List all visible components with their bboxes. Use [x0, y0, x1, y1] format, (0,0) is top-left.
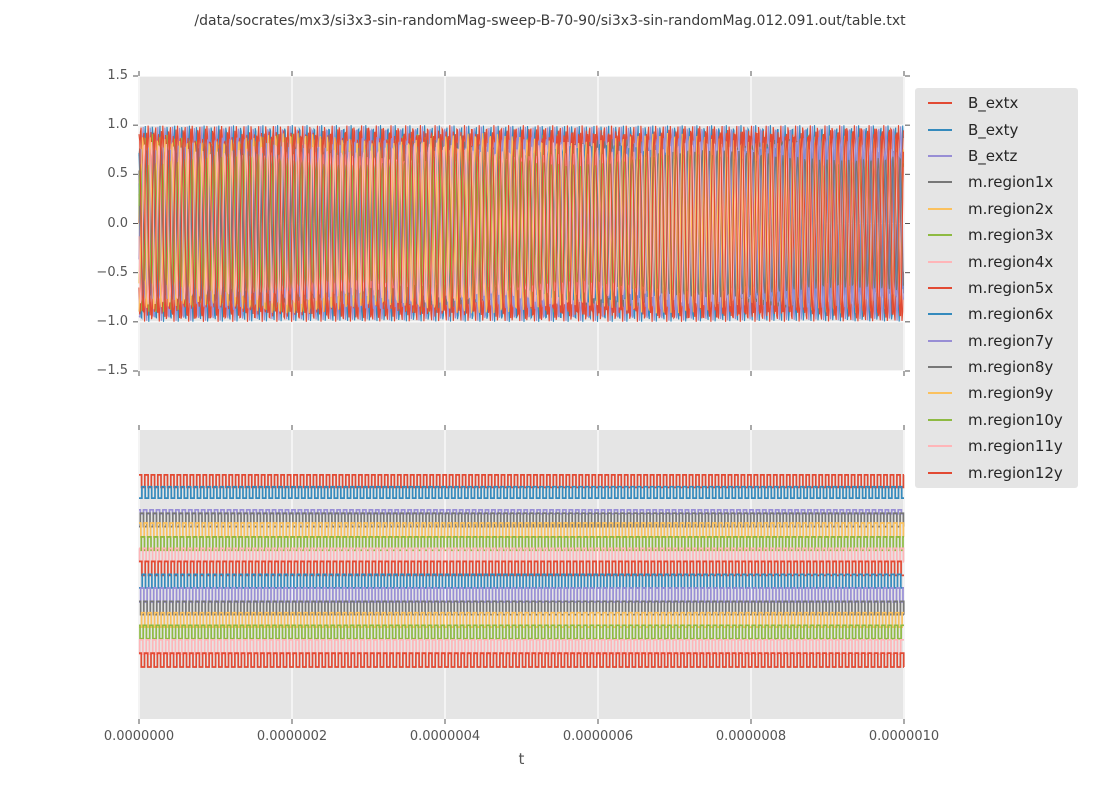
x-tick-label: 0.0000010 [868, 729, 940, 744]
legend-line-swatch [928, 392, 952, 395]
legend-entry: m.region6x [915, 301, 1078, 327]
x-tick-label: 0.0000008 [715, 729, 787, 744]
square-series-line-B_exty [139, 485, 904, 499]
legend-entry: m.region8y [915, 354, 1078, 380]
legend-label: m.region6x [968, 305, 1054, 324]
series-line-m.region7y [138, 136, 904, 311]
square-series-line-m.region9y [139, 611, 904, 628]
series-line-m.region12y [138, 128, 904, 319]
y-tick-label: 0.5 [107, 166, 128, 182]
legend-label: B_exty [968, 120, 1019, 139]
square-series-line-m.region2x [139, 522, 905, 538]
legend-entry: m.region2x [915, 196, 1078, 222]
legend-line-swatch [928, 418, 952, 421]
x-axis-label: t [518, 750, 525, 768]
legend-label: B_extz [968, 146, 1018, 165]
y-tick-label: −1.0 [96, 313, 128, 329]
figure-title: /data/socrates/mx3/si3x3-sin-randomMag-s… [194, 13, 906, 29]
square-series-line-m.region12y [139, 652, 905, 668]
legend-entry: m.region9y [915, 380, 1078, 406]
legend-entry: m.region7y [915, 328, 1078, 354]
legend-label: m.region1x [968, 173, 1054, 192]
legend-line-swatch [928, 445, 952, 448]
x-tick-label: 0.0000000 [103, 729, 175, 744]
x-tick-label: 0.0000004 [409, 729, 481, 744]
legend-entry: B_extx [915, 90, 1078, 116]
legend-entry: m.region4x [915, 248, 1078, 274]
square-series-line-m.region11y [138, 638, 904, 656]
legend-line-swatch [928, 339, 952, 342]
legend-label: m.region7y [968, 331, 1054, 350]
legend-line-swatch [928, 102, 952, 105]
legend-entry: m.region10y [915, 407, 1078, 433]
legend-label: B_extx [968, 94, 1019, 113]
legend-line-swatch [928, 313, 952, 316]
square-series-line-m.region5x [139, 560, 904, 577]
legend-line-swatch [928, 128, 952, 131]
legend-label: m.region3x [968, 226, 1054, 245]
legend-label: m.region8y [968, 358, 1054, 377]
y-tick-label: 1.0 [107, 117, 128, 133]
legend-label: m.region2x [968, 199, 1054, 218]
legend-line-swatch [928, 471, 952, 474]
square-series-line-m.region4x [138, 547, 905, 563]
y-tick-label: 1.5 [107, 68, 128, 83]
legend-entry: B_extz [915, 143, 1078, 169]
square-series-line-m.region10y [139, 624, 904, 640]
legend-entry: m.region12y [915, 459, 1078, 485]
legend-entry: m.region3x [915, 222, 1078, 248]
legend-line-swatch [928, 260, 952, 263]
legend-label: m.region11y [968, 437, 1063, 456]
y-tick-label: −1.5 [96, 363, 128, 378]
legend-line-swatch [928, 234, 952, 237]
legend-label: m.region9y [968, 384, 1054, 403]
legend-label: m.region12y [968, 463, 1063, 482]
legend-box: B_extx B_exty B_extz m.region1x m.region2x m.… [915, 88, 1078, 488]
legend-entry: m.region11y [915, 433, 1078, 459]
x-tick-label: 0.0000006 [562, 729, 634, 744]
y-tick-label: −0.5 [96, 264, 128, 280]
legend-line-swatch [928, 207, 952, 210]
legend-entry: m.region5x [915, 275, 1078, 301]
legend-entry: m.region1x [915, 169, 1078, 195]
y-tick-label: 0.0 [107, 215, 128, 231]
legend-line-swatch [928, 286, 952, 289]
x-tick-label: 0.0000002 [256, 729, 328, 744]
legend-label: m.region5x [968, 278, 1054, 297]
legend-entry: B_exty [915, 116, 1078, 142]
legend-line-swatch [928, 181, 952, 184]
legend-line-swatch [928, 154, 952, 157]
legend-label: m.region10y [968, 410, 1063, 429]
legend-line-swatch [928, 366, 952, 369]
legend-label: m.region4x [968, 252, 1054, 271]
